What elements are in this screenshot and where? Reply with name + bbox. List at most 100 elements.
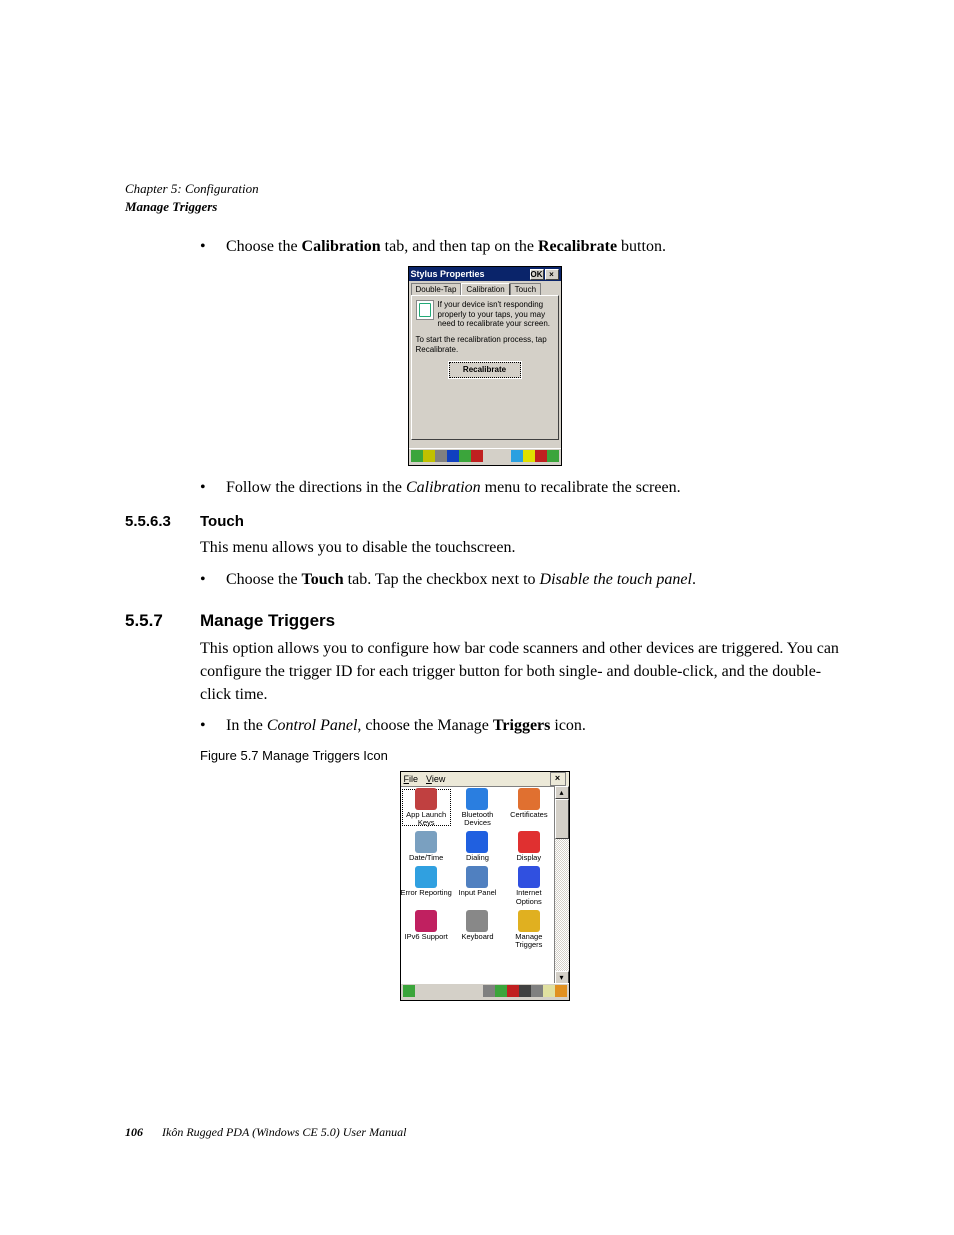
icon-label: Display bbox=[503, 854, 554, 862]
header-chapter: Chapter 5: Configuration bbox=[125, 180, 259, 198]
tray-icon[interactable] bbox=[495, 985, 507, 997]
control-panel-item[interactable]: Input Panel bbox=[452, 866, 503, 906]
app-icon bbox=[466, 910, 488, 932]
bullet-dot: • bbox=[200, 714, 226, 737]
scroll-up-button[interactable]: ▴ bbox=[555, 786, 569, 799]
tray-icon[interactable] bbox=[507, 985, 519, 997]
control-panel-item[interactable]: Certificates bbox=[503, 788, 554, 828]
app-icon bbox=[415, 831, 437, 853]
tray-icon[interactable] bbox=[531, 985, 543, 997]
stylus-properties-screenshot: Stylus Properties OK × Double-Tap Calibr… bbox=[408, 266, 562, 466]
tab-calibration[interactable]: Calibration bbox=[461, 283, 509, 295]
control-panel-item[interactable]: IPv6 Support bbox=[401, 910, 452, 950]
app-icon bbox=[415, 788, 437, 810]
icon-grid: App Launch KeysBluetooth DevicesCertific… bbox=[401, 786, 555, 952]
taskbar-icon[interactable] bbox=[447, 450, 459, 462]
close-button[interactable]: × bbox=[550, 772, 566, 786]
menu-view[interactable]: View bbox=[426, 774, 445, 784]
instruction-bullet: • Choose the Calibration tab, and then t… bbox=[200, 235, 844, 258]
app-icon bbox=[518, 866, 540, 888]
menu-file[interactable]: File bbox=[404, 774, 419, 784]
tab-strip: Double-Tap Calibration Touch bbox=[409, 281, 561, 295]
taskbar-icon[interactable] bbox=[411, 450, 423, 462]
icon-label: Internet Options bbox=[503, 889, 554, 906]
tray-icon[interactable] bbox=[519, 985, 531, 997]
control-panel-item[interactable]: Keyboard bbox=[452, 910, 503, 950]
control-panel-item[interactable]: Display bbox=[503, 831, 554, 862]
header-section: Manage Triggers bbox=[125, 198, 259, 216]
window-titlebar: Stylus Properties OK × bbox=[409, 267, 561, 281]
window-title: Stylus Properties bbox=[411, 269, 485, 279]
control-panel-item[interactable]: Internet Options bbox=[503, 866, 554, 906]
bullet-dot: • bbox=[200, 476, 226, 499]
bullet-text: Choose the Calibration tab, and then tap… bbox=[226, 235, 844, 258]
taskbar bbox=[409, 448, 561, 465]
scroll-thumb[interactable] bbox=[555, 799, 569, 839]
instruction-bullet: • Follow the directions in the Calibrati… bbox=[200, 476, 844, 499]
text-fragment: tab, and then tap on the bbox=[381, 238, 538, 255]
text-fragment: , choose the Manage bbox=[357, 717, 493, 734]
section-heading: 5.5.6.3 Touch bbox=[125, 513, 844, 530]
tray-icon[interactable] bbox=[547, 450, 559, 462]
page-number: 106 bbox=[125, 1125, 143, 1139]
dialog-message-2: To start the recalibration process, tap … bbox=[416, 335, 554, 354]
page-content: • Choose the Calibration tab, and then t… bbox=[125, 235, 844, 1001]
taskbar-icon[interactable] bbox=[471, 450, 483, 462]
taskbar-icon[interactable] bbox=[423, 450, 435, 462]
instruction-bullet: • In the Control Panel, choose the Manag… bbox=[200, 714, 844, 737]
tray-icon[interactable] bbox=[511, 450, 523, 462]
control-panel-item[interactable]: Bluetooth Devices bbox=[452, 788, 503, 828]
bullet-text: In the Control Panel, choose the Manage … bbox=[226, 714, 844, 737]
text-fragment: button. bbox=[617, 238, 666, 255]
tray-icon[interactable] bbox=[543, 985, 555, 997]
icon-label: IPv6 Support bbox=[401, 933, 452, 941]
ok-button[interactable]: OK bbox=[530, 269, 544, 280]
control-panel-area: App Launch KeysBluetooth DevicesCertific… bbox=[401, 786, 555, 984]
text-fragment: . bbox=[692, 571, 696, 588]
app-icon bbox=[518, 788, 540, 810]
text-fragment: menu to recalibrate the screen. bbox=[481, 479, 681, 496]
taskbar-icon[interactable] bbox=[459, 450, 471, 462]
text-bold: Calibration bbox=[302, 238, 381, 255]
section-title: Touch bbox=[200, 513, 244, 530]
bullet-text: Choose the Touch tab. Tap the checkbox n… bbox=[226, 568, 844, 591]
control-panel-item[interactable]: Manage Triggers bbox=[503, 910, 554, 950]
icon-label: Input Panel bbox=[452, 889, 503, 897]
recalibrate-button[interactable]: Recalibrate bbox=[449, 362, 521, 378]
bullet-text: Follow the directions in the Calibration… bbox=[226, 476, 844, 499]
stylus-icon bbox=[416, 300, 434, 320]
taskbar bbox=[401, 983, 569, 1000]
tray-icon[interactable] bbox=[483, 985, 495, 997]
icon-label: Error Reporting bbox=[401, 889, 452, 897]
tab-touch[interactable]: Touch bbox=[510, 283, 541, 295]
text-bold: Touch bbox=[302, 571, 344, 588]
taskbar-icon[interactable] bbox=[435, 450, 447, 462]
icon-label: Bluetooth Devices bbox=[452, 811, 503, 828]
control-panel-item[interactable]: App Launch Keys bbox=[401, 788, 452, 828]
bullet-dot: • bbox=[200, 568, 226, 591]
app-icon bbox=[518, 910, 540, 932]
text-bold: Triggers bbox=[493, 717, 550, 734]
instruction-bullet: • Choose the Touch tab. Tap the checkbox… bbox=[200, 568, 844, 591]
close-button[interactable]: × bbox=[545, 269, 559, 280]
text-fragment: Follow the directions in the bbox=[226, 479, 406, 496]
book-title: Ikôn Rugged PDA (Windows CE 5.0) User Ma… bbox=[162, 1125, 406, 1139]
text-italic: Disable the touch panel bbox=[540, 571, 692, 588]
body-paragraph: This option allows you to configure how … bbox=[200, 637, 844, 707]
dialog-body: If your device isn't responding properly… bbox=[411, 295, 559, 440]
text-fragment: icon. bbox=[550, 717, 586, 734]
control-panel-item[interactable]: Error Reporting bbox=[401, 866, 452, 906]
tray-icon[interactable] bbox=[535, 450, 547, 462]
tray-icon[interactable] bbox=[523, 450, 535, 462]
section-number: 5.5.7 bbox=[125, 611, 200, 631]
icon-label: Certificates bbox=[503, 811, 554, 819]
dialog-message: If your device isn't responding properly… bbox=[438, 300, 554, 329]
text-fragment: tab. Tap the checkbox next to bbox=[344, 571, 540, 588]
control-panel-item[interactable]: Date/Time bbox=[401, 831, 452, 862]
control-panel-item[interactable]: Dialing bbox=[452, 831, 503, 862]
section-number: 5.5.6.3 bbox=[125, 513, 200, 530]
taskbar-icon[interactable] bbox=[403, 985, 415, 997]
vertical-scrollbar[interactable]: ▴ ▾ bbox=[554, 786, 569, 984]
tray-icon[interactable] bbox=[555, 985, 567, 997]
tab-double-tap[interactable]: Double-Tap bbox=[411, 283, 462, 295]
